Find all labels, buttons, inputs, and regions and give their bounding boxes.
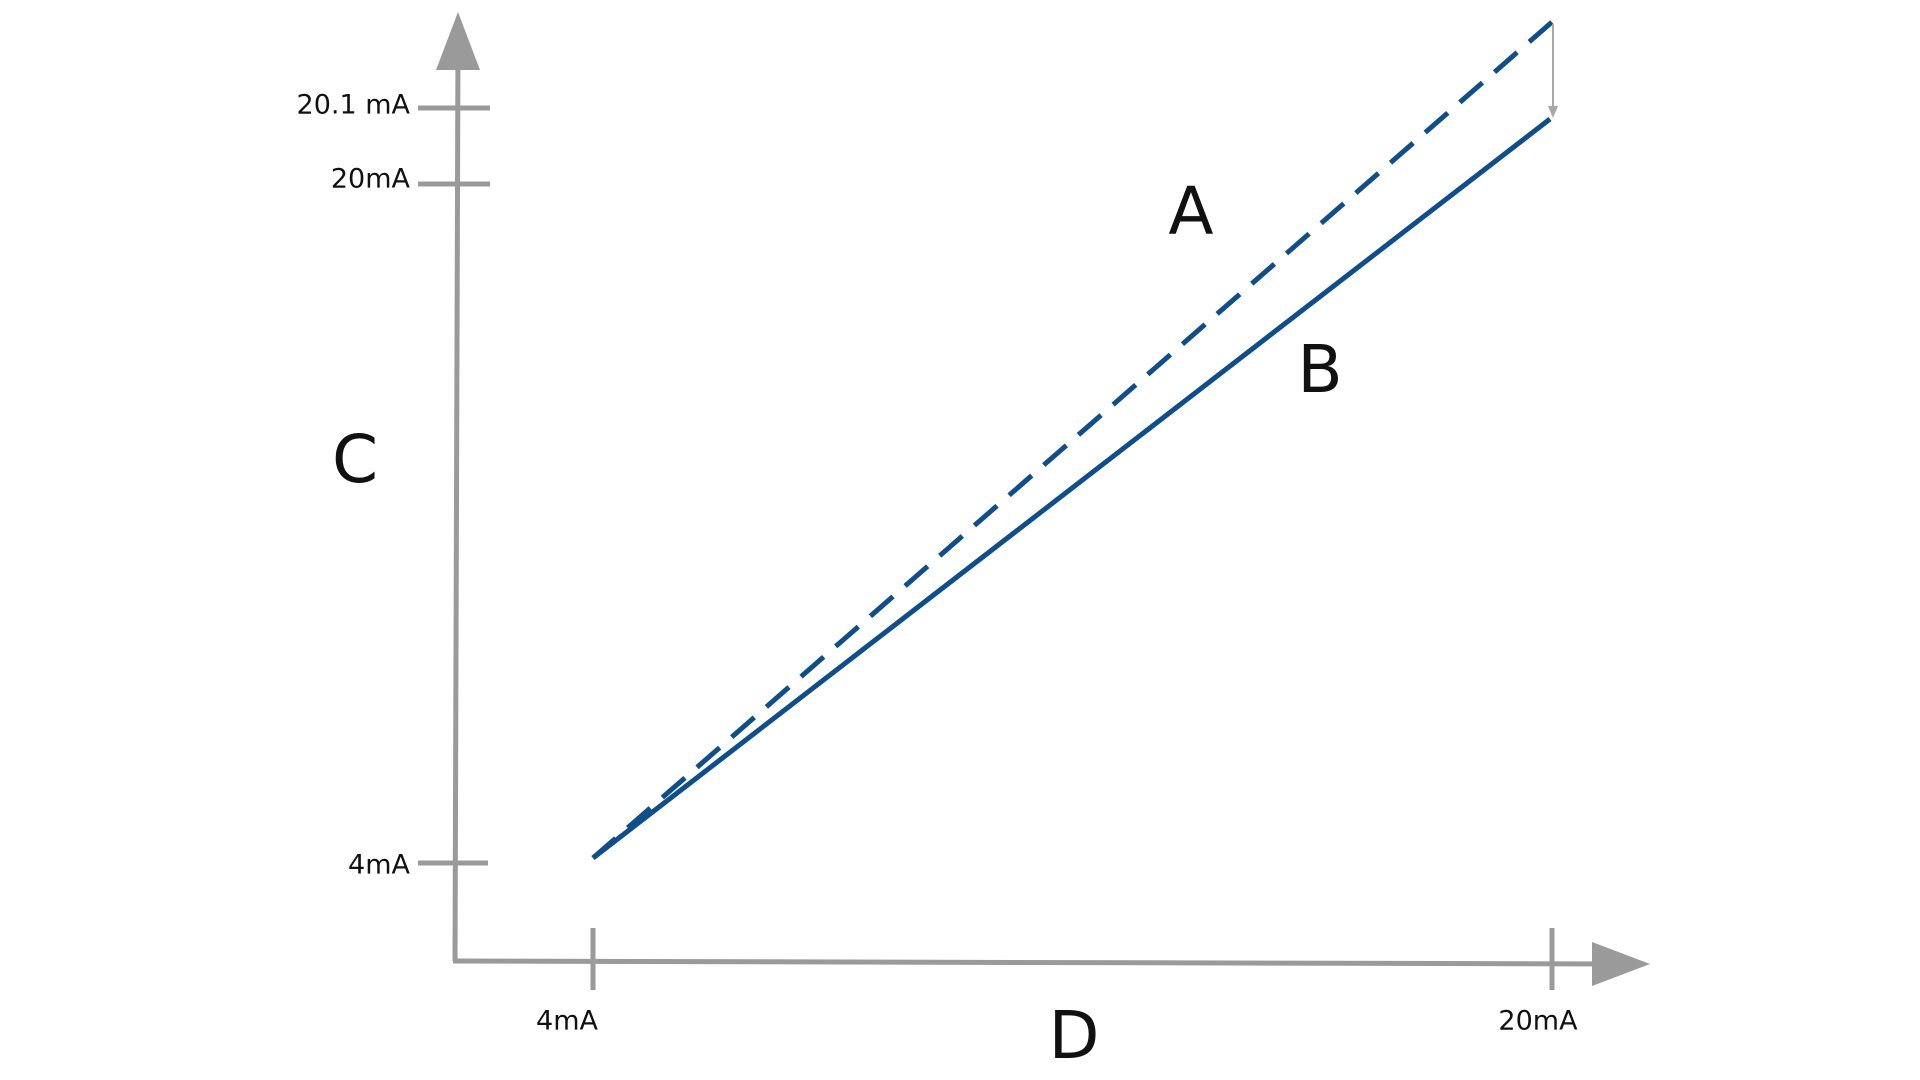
- x-axis-label: D: [1049, 997, 1100, 1074]
- solid-line: [591, 117, 1552, 860]
- offset-arrow-head: [1548, 106, 1558, 118]
- y-tick-label: 20.1 mA: [297, 90, 411, 121]
- line-label: A: [1168, 173, 1213, 250]
- x-axis: [452, 958, 1621, 967]
- x-axis-arrow: [1592, 942, 1650, 986]
- y-axis: [452, 39, 461, 962]
- x-tick-label: 4mA: [536, 1006, 598, 1037]
- y-tick-label: 20mA: [331, 164, 411, 195]
- y-axis-arrow: [436, 12, 480, 70]
- y-tick-label: 4mA: [348, 850, 410, 881]
- dashed-line: [591, 20, 1554, 860]
- x-tick-label: 20mA: [1498, 1006, 1578, 1037]
- y-axis-label: C: [332, 421, 378, 498]
- line-label: B: [1297, 331, 1342, 408]
